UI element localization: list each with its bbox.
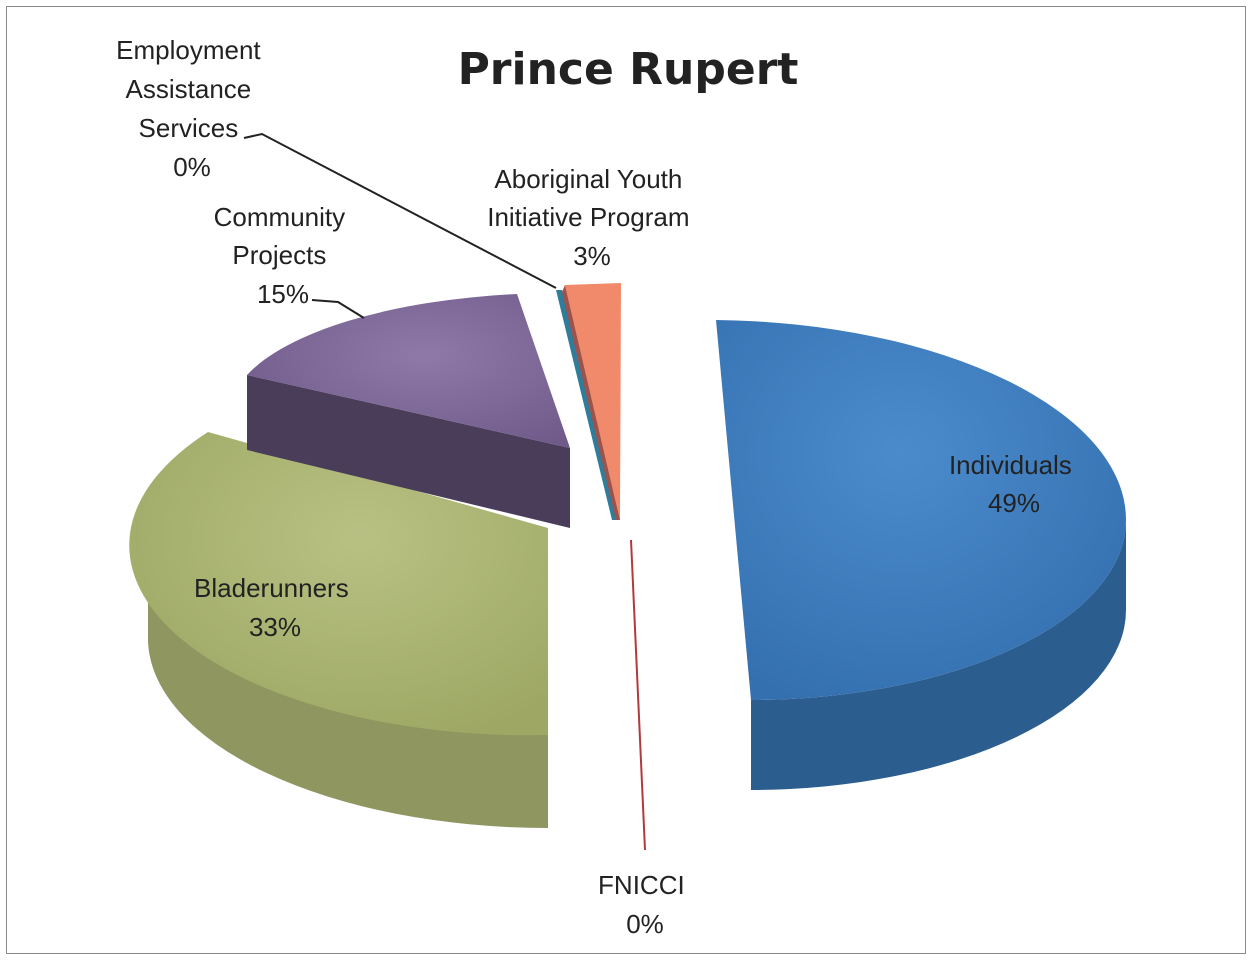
label-community-projects: Community Projects 15% <box>214 202 353 309</box>
pie-slice-community-projects <box>247 294 570 448</box>
pie-slice-individuals-side <box>751 520 1126 790</box>
label-individuals: Individuals 49% <box>949 450 1079 518</box>
label-employment: Employment Assistance Services 0% <box>116 35 268 182</box>
leader-line-employment <box>243 132 557 289</box>
chart-title: Prince Rupert <box>458 44 799 95</box>
leader-line-community <box>311 299 365 319</box>
pie-slice-bladerunners <box>129 432 549 736</box>
label-bladerunners: Bladerunners 33% <box>194 573 356 642</box>
label-fnicci: FNICCI 0% <box>598 870 692 939</box>
pie-slice-individuals <box>716 320 1127 700</box>
pie-slice-aboriginal-youth-side <box>562 285 620 520</box>
pie-slice-fnicci <box>630 540 646 850</box>
pie-slice-bladerunners-side <box>147 540 548 828</box>
pie-slice-community-projects-side <box>247 375 570 528</box>
pie-slice-aboriginal-youth-initiative-program <box>565 283 621 520</box>
label-aboriginal-youth: Aboriginal Youth Initiative Program 3% <box>487 164 697 271</box>
